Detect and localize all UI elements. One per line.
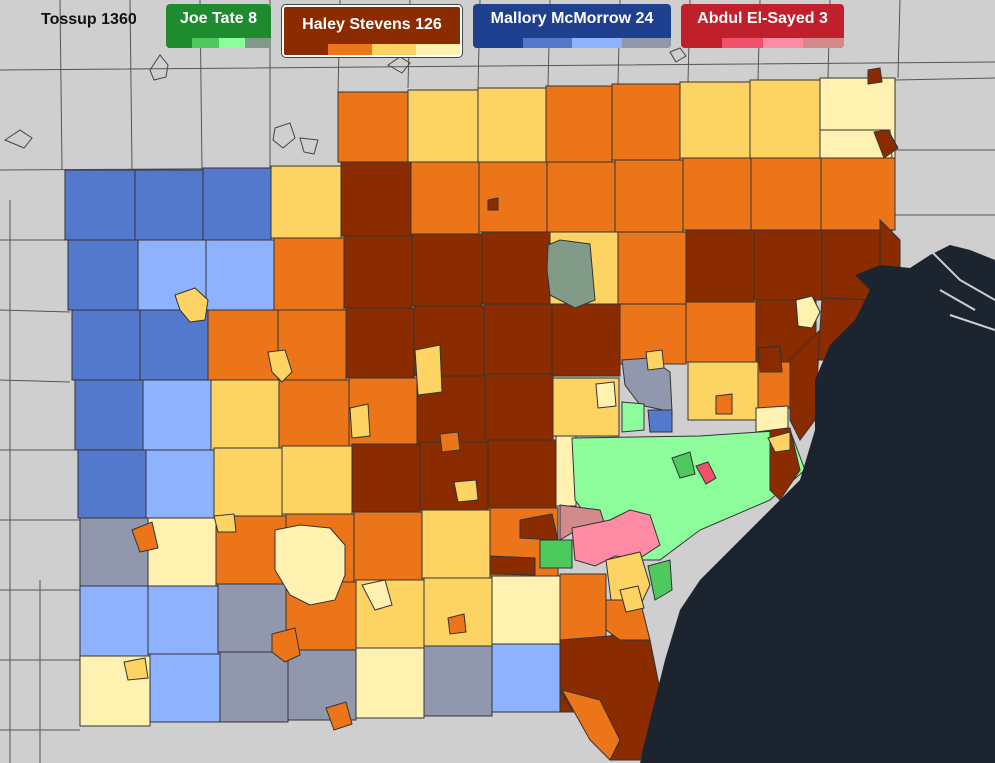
legend-haley-stevens[interactable]: Haley Stevens 126: [282, 5, 462, 57]
river-delta: [929, 249, 995, 331]
legend-joe-tate[interactable]: Joe Tate 8: [166, 4, 271, 48]
legend-abdul-el-sayed[interactable]: Abdul El-Sayed 3: [681, 4, 844, 48]
lake-st-clair: [640, 245, 995, 763]
towns: [123, 67, 899, 731]
legend-shade-bar: [166, 38, 271, 48]
tossup-count: Tossup 1360: [41, 11, 137, 28]
outer-towns: [3, 47, 687, 155]
legend-label: Haley Stevens 126: [302, 16, 442, 33]
township-tiles: [64, 77, 896, 727]
legend-label: Abdul El-Sayed 3: [697, 10, 828, 27]
legend-label: Joe Tate 8: [179, 10, 258, 27]
legend-mallory-mcmorrow[interactable]: Mallory McMorrow 24: [473, 4, 671, 48]
legend-shade-bar: [284, 44, 460, 55]
legend-label: Mallory McMorrow 24: [490, 10, 654, 27]
legend-shade-bar: [681, 38, 844, 48]
legend-shade-bar: [473, 38, 671, 48]
